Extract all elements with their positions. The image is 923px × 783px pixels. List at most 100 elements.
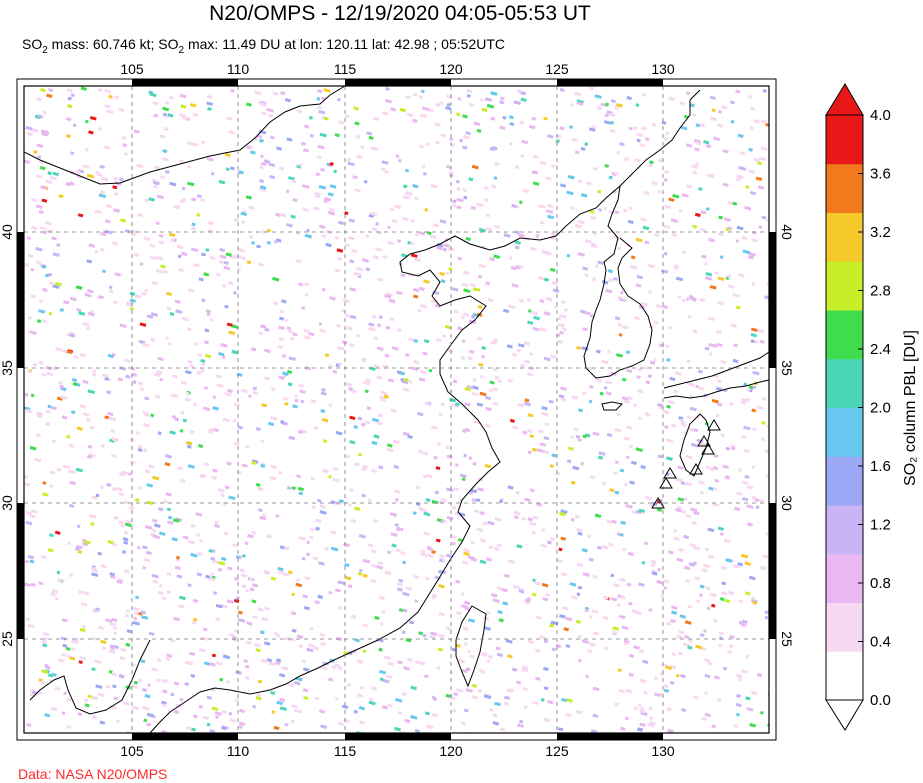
so2-pixel bbox=[685, 297, 690, 301]
so2-pixel bbox=[330, 530, 337, 535]
so2-pixel bbox=[463, 548, 469, 553]
so2-pixel bbox=[725, 475, 730, 480]
so2-pixel bbox=[554, 305, 558, 310]
so2-pixel bbox=[169, 312, 175, 317]
so2-pixel bbox=[617, 323, 622, 327]
so2-pixel bbox=[619, 726, 626, 731]
so2-pixel bbox=[534, 648, 541, 653]
so2-pixel bbox=[378, 413, 384, 418]
so2-pixel bbox=[530, 246, 537, 252]
so2-pixel bbox=[181, 186, 186, 191]
so2-pixel bbox=[595, 377, 602, 383]
so2-pixel bbox=[279, 706, 288, 712]
so2-pixel bbox=[197, 353, 203, 358]
so2-pixel bbox=[116, 719, 120, 724]
so2-pixel bbox=[639, 707, 645, 712]
so2-pixel bbox=[108, 94, 113, 99]
so2-pixel bbox=[656, 507, 663, 512]
colorbar-segment bbox=[826, 456, 863, 506]
so2-pixel bbox=[460, 592, 465, 596]
so2-pixel bbox=[36, 143, 44, 149]
so2-pixel bbox=[735, 712, 740, 717]
so2-pixel bbox=[334, 696, 339, 701]
so2-pixel bbox=[354, 506, 361, 511]
so2-pixel bbox=[277, 566, 284, 572]
so2-pixel bbox=[541, 411, 549, 417]
so2-pixel bbox=[550, 537, 556, 542]
so2-pixel bbox=[375, 222, 379, 226]
colorbar: 0.00.40.81.21.62.02.42.83.23.64.0 SO₂ co… bbox=[825, 83, 919, 731]
so2-pixel bbox=[136, 545, 141, 550]
so2-pixel bbox=[456, 611, 463, 616]
so2-pixel bbox=[189, 363, 195, 368]
so2-pixel bbox=[252, 386, 258, 391]
so2-pixel bbox=[344, 114, 350, 119]
so2-pixel bbox=[98, 126, 103, 131]
so2-pixel bbox=[205, 248, 210, 252]
so2-pixel bbox=[479, 391, 487, 397]
so2-pixel bbox=[597, 260, 605, 266]
so2-pixel bbox=[394, 697, 403, 703]
so2-pixel bbox=[574, 150, 580, 155]
so2-pixel bbox=[619, 614, 626, 620]
so2-pixel bbox=[56, 467, 62, 472]
so2-pixel bbox=[734, 506, 741, 512]
so2-pixel bbox=[260, 658, 268, 664]
map-panel[interactable] bbox=[23, 85, 773, 737]
so2-pixel bbox=[665, 456, 673, 461]
so2-pixel bbox=[617, 668, 622, 673]
so2-pixel bbox=[304, 233, 313, 239]
so2-pixel bbox=[705, 465, 710, 470]
so2-pixel bbox=[279, 697, 286, 703]
so2-pixel bbox=[428, 368, 433, 373]
so2-pixel bbox=[180, 380, 188, 386]
so2-pixel bbox=[299, 389, 306, 394]
so2-pixel bbox=[614, 316, 621, 321]
so2-pixel bbox=[511, 203, 518, 209]
so2-pixel bbox=[137, 448, 143, 453]
so2-pixel bbox=[641, 659, 649, 665]
so2-pixel bbox=[503, 701, 510, 706]
so2-pixel bbox=[190, 103, 197, 108]
so2-pixel bbox=[353, 709, 358, 714]
so2-pixel bbox=[263, 348, 271, 354]
so2-pixel bbox=[70, 410, 76, 415]
so2-pixel bbox=[638, 582, 645, 587]
so2-pixel bbox=[560, 397, 567, 402]
so2-pixel bbox=[237, 248, 245, 253]
so2-pixel bbox=[732, 358, 739, 364]
so2-pixel bbox=[152, 518, 158, 523]
so2-pixel bbox=[295, 582, 303, 588]
so2-pixel bbox=[58, 380, 63, 385]
so2-pixel bbox=[412, 183, 419, 189]
so2-pixel bbox=[683, 565, 691, 571]
so2-pixel bbox=[733, 724, 739, 729]
so2-pixel bbox=[419, 231, 426, 236]
so2-pixel bbox=[644, 366, 649, 371]
so2-pixel bbox=[446, 102, 451, 107]
so2-pixel bbox=[663, 251, 668, 256]
so2-pixel bbox=[284, 636, 292, 642]
so2-pixel bbox=[360, 145, 365, 150]
so2-pixel bbox=[371, 468, 378, 474]
lon-labels-bottom: 105 110 115 120 125 130 bbox=[120, 743, 675, 759]
so2-pixel bbox=[527, 413, 534, 418]
so2-pixel bbox=[153, 165, 160, 170]
so2-pixel bbox=[226, 461, 232, 466]
so2-pixel bbox=[518, 343, 525, 348]
so2-pixel bbox=[289, 336, 295, 341]
so2-pixel bbox=[470, 320, 477, 325]
so2-pixel bbox=[31, 225, 38, 231]
so2-pixel bbox=[717, 526, 724, 531]
so2-pixel bbox=[625, 504, 633, 509]
so2-pixel bbox=[647, 374, 652, 378]
so2-pixel bbox=[462, 270, 470, 276]
so2-pixel bbox=[176, 555, 180, 560]
so2-pixel bbox=[320, 641, 327, 647]
so2-pixel bbox=[596, 105, 603, 110]
so2-pixel bbox=[124, 152, 128, 157]
so2-pixel bbox=[40, 554, 47, 560]
so2-pixel bbox=[148, 631, 155, 636]
so2-pixel bbox=[110, 646, 116, 651]
so2-pixel bbox=[714, 478, 720, 483]
